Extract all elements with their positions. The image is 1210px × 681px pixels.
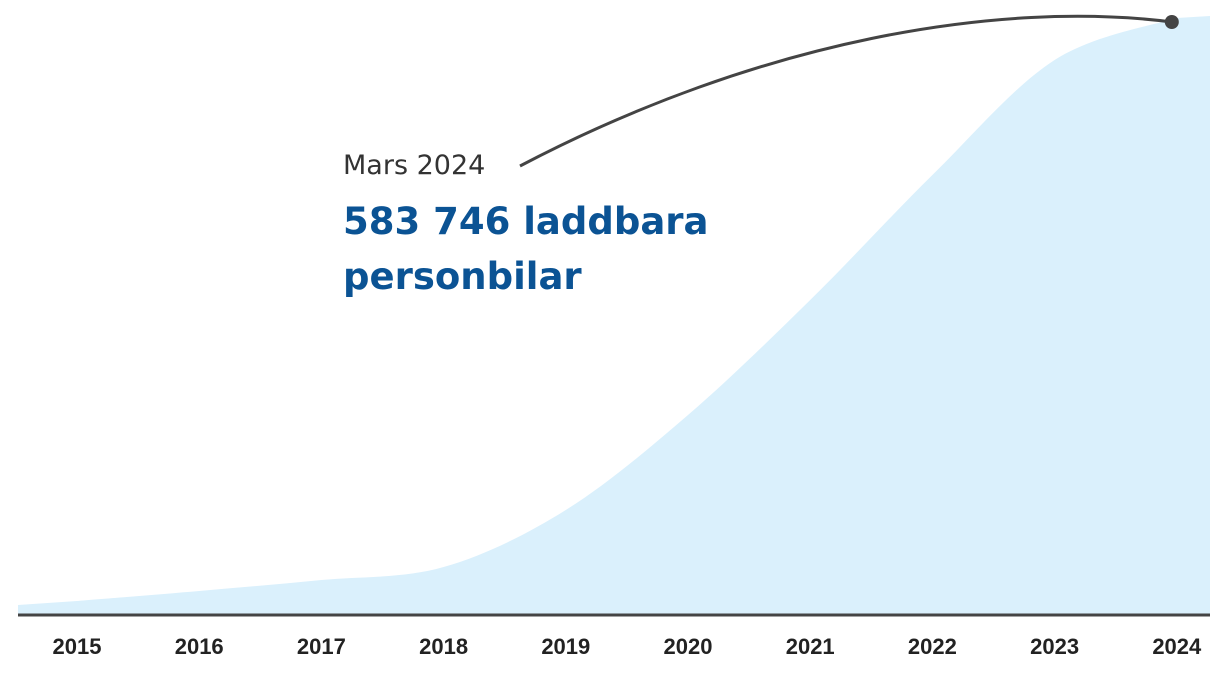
annotation-date: Mars 2024 [343,150,486,181]
x-tick-label: 2016 [175,634,224,659]
annotation-text: 583 746 laddbara personbilar [343,200,709,298]
annotation-connector [519,14,1172,168]
x-tick-label: 2024 [1152,634,1202,659]
x-tick-label: 2022 [908,634,957,659]
x-tick-label: 2023 [1030,634,1079,659]
annotation-point [1164,15,1179,29]
x-tick-label: 2018 [419,634,468,659]
area [18,16,1210,615]
x-tick-label: 2015 [53,634,102,659]
x-tick-label: 2017 [297,634,346,659]
x-tick-label: 2021 [786,634,835,659]
x-tick-label: 2019 [541,634,590,659]
x-tick-label: 2020 [664,634,713,659]
